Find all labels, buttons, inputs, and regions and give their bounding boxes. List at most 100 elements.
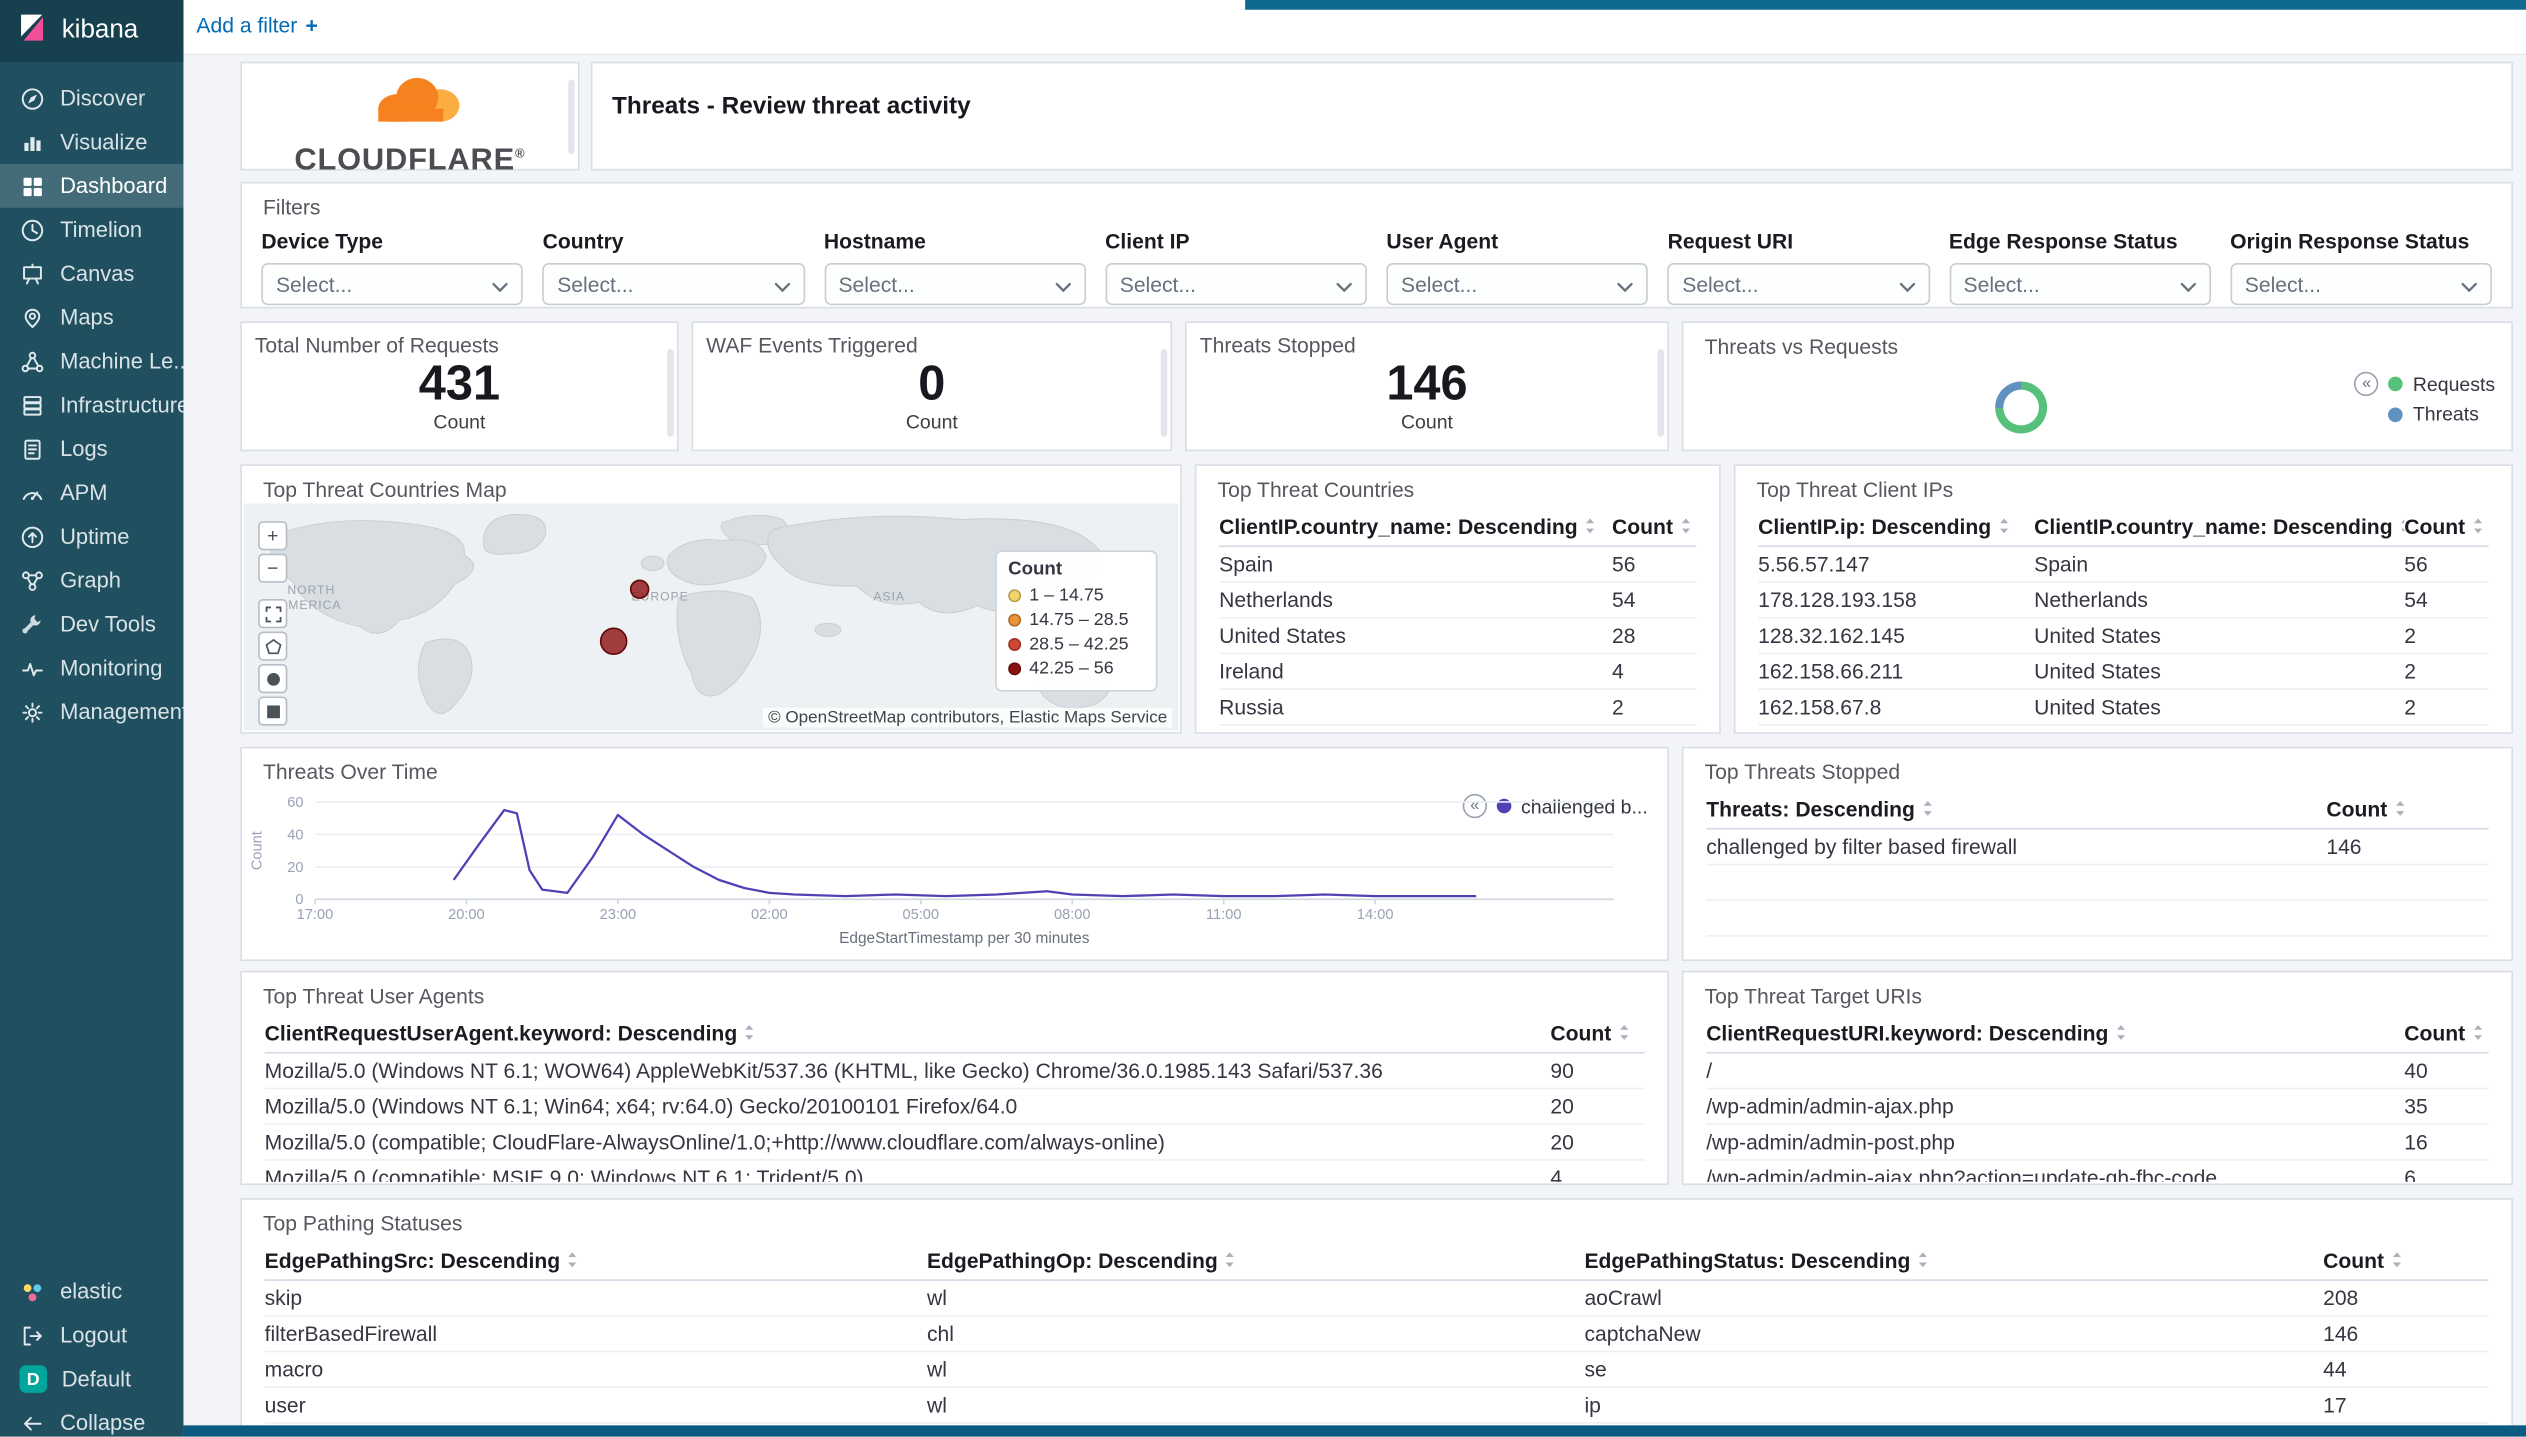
sidebar-item-canvas[interactable]: Canvas (0, 252, 183, 296)
edge-response-status-filter-select[interactable]: Select... (1948, 262, 2211, 306)
column-header[interactable]: Count (2404, 514, 2488, 538)
sidebar-item-infrastructure[interactable]: Infrastructure (0, 383, 183, 427)
panel-scrollbar[interactable] (1160, 349, 1168, 437)
column-header[interactable]: ClientIP.country_name: Descending (2034, 514, 2405, 538)
origin-response-status-filter-select[interactable]: Select... (2230, 262, 2492, 306)
map-legend-label: 1 – 14.75 (1029, 585, 1104, 605)
map-legend-title: Count (1008, 560, 1063, 580)
filter-label: User Agent (1386, 228, 1499, 254)
sidebar-footer-item-collapse[interactable]: Collapse (0, 1401, 183, 1437)
country-filter-select[interactable]: Select... (542, 262, 805, 306)
top-pathing-statuses-panel: Top Pathing Statuses EdgePathingSrc: Des… (240, 1198, 2514, 1437)
panel-scrollbar[interactable] (667, 349, 674, 437)
metric-unit: Count (905, 410, 958, 434)
table-row: United States 28 (1219, 619, 1697, 655)
sidebar-item-uptime[interactable]: Uptime (0, 515, 183, 559)
select-placeholder: Select... (1682, 271, 1759, 297)
sidebar-item-logs[interactable]: Logs (0, 427, 183, 471)
sidebar-item-timelion[interactable]: Timelion (0, 208, 183, 252)
table-row: 162.158.66.211 United States 2 (1758, 654, 2489, 690)
dashboard-title: Threats - Review threat activity (612, 92, 971, 121)
column-header[interactable]: Count (2323, 1248, 2489, 1272)
table-row: 178.128.193.158 Netherlands 54 (1758, 583, 2489, 619)
table-cell: 2 (2404, 623, 2416, 648)
sidebar-footer: elastic Logout D Default Collapse (0, 1269, 183, 1436)
world-map[interactable]: NORTH AMERICA EUROPE ASIA + − (243, 503, 1179, 731)
filter-field-request-uri: Request URI Select... (1667, 226, 1930, 306)
sidebar-item-machine-le[interactable]: Machine Le... (0, 339, 183, 383)
map-legend-label: 14.75 – 28.5 (1029, 609, 1129, 630)
table-cell: 162.158.66.211 (1758, 659, 1904, 684)
table-cell: Mozilla/5.0 (Windows NT 6.1; Win64; x64;… (264, 1094, 1018, 1119)
fit-bounds-button[interactable] (258, 599, 288, 629)
metric-unit: Count (433, 410, 486, 434)
add-filter-button[interactable]: Add a filter + (196, 13, 317, 37)
column-header[interactable]: EdgePathingOp: Descending (927, 1248, 1584, 1272)
sidebar-item-graph[interactable]: Graph (0, 558, 183, 602)
panel-title: Top Threat Client IPs (1756, 477, 1954, 502)
column-header[interactable]: ClientIP.country_name: Descending (1219, 514, 1612, 538)
legend-collapse-button[interactable]: « (1462, 793, 1487, 819)
filter-label: Request URI (1667, 228, 1794, 254)
sidebar-footer-item-logout[interactable]: Logout (0, 1313, 183, 1357)
maps-icon (19, 304, 45, 330)
sidebar-item-management[interactable]: Management (0, 690, 183, 734)
table-row: /wp-admin/admin-ajax.php 35 (1706, 1089, 2489, 1126)
client-ip-filter-select[interactable]: Select... (1105, 262, 1367, 306)
chevron-down-icon (492, 272, 509, 296)
sidebar-item-dashboard[interactable]: Dashboard (0, 163, 184, 208)
sidebar-item-monitoring[interactable]: Monitoring (0, 646, 183, 690)
map-label-america: AMERICA (279, 598, 341, 612)
kibana-logo[interactable]: kibana (0, 0, 184, 62)
device-type-filter-select[interactable]: Select... (261, 262, 524, 306)
sidebar-item-discover[interactable]: Discover (0, 76, 183, 120)
draw-rectangle-button[interactable] (258, 696, 288, 726)
chart-legend: « Requests Threats (2354, 371, 2495, 425)
draw-polygon-button[interactable] (258, 631, 288, 661)
panel-scrollbar[interactable] (1657, 349, 1664, 437)
legend-item[interactable]: Threats (2354, 403, 2495, 425)
column-header[interactable]: ClientIP.ip: Descending (1758, 514, 2034, 538)
column-header[interactable]: ClientRequestURI.keyword: Descending (1706, 1020, 2404, 1045)
column-header[interactable]: Count (2326, 796, 2488, 821)
column-header[interactable]: EdgePathingStatus: Descending (1584, 1248, 2323, 1272)
table-cell: 2 (2404, 694, 2416, 720)
metric-title: Threats Stopped (1199, 332, 1356, 358)
sidebar-item-label: Graph (60, 568, 121, 593)
threats-vs-requests-donut (1995, 381, 2048, 434)
svg-text:20:00: 20:00 (448, 907, 485, 923)
column-header[interactable]: EdgePathingSrc: Descending (265, 1248, 927, 1272)
hostname-filter-select[interactable]: Select... (823, 262, 1086, 306)
table-header-row: ClientIP.ip: Descending ClientIP.country_… (1758, 507, 2489, 548)
table-header-row: ClientRequestURI.keyword: Descending Coun… (1706, 1013, 2489, 1054)
column-header[interactable]: Count (1612, 514, 1696, 538)
column-header[interactable]: Count (2404, 1020, 2488, 1045)
column-header[interactable]: Count (1550, 1020, 1644, 1045)
sidebar-item-label: Default (61, 1366, 132, 1392)
table-empty-row (1706, 865, 2489, 901)
table-cell: user (264, 1392, 306, 1418)
legend-collapse-button[interactable]: « (2354, 371, 2379, 397)
sidebar-item-visualize[interactable]: Visualize (0, 120, 183, 164)
panel-title: Threats vs Requests (1704, 334, 1899, 359)
sidebar-item-maps[interactable]: Maps (0, 295, 183, 339)
draw-circle-button[interactable] (258, 663, 288, 694)
sidebar-item-dev-tools[interactable]: Dev Tools (0, 602, 183, 646)
dashboard-icon (19, 173, 45, 199)
sidebar-item-apm[interactable]: APM (0, 471, 183, 515)
column-header[interactable]: ClientRequestUserAgent.keyword: Descendi… (265, 1020, 1551, 1045)
table-cell: /wp-admin/admin-post.php (1706, 1129, 1955, 1155)
zoom-in-button[interactable]: + (258, 521, 288, 551)
panel-title: Top Threats Stopped (1704, 759, 1901, 785)
panel-scrollbar[interactable] (568, 79, 575, 155)
user-agent-filter-select[interactable]: Select... (1386, 262, 1649, 306)
table-row: Mozilla/5.0 (compatible; CloudFlare-Alwa… (264, 1125, 1645, 1161)
sidebar-footer-item-elastic[interactable]: elastic (0, 1269, 183, 1313)
select-placeholder: Select... (1963, 271, 2040, 297)
sidebar-item-label: Management (60, 699, 184, 725)
column-header[interactable]: Threats: Descending (1706, 796, 2326, 821)
legend-item[interactable]: « Requests (2354, 371, 2495, 397)
sidebar-footer-item-default[interactable]: D Default (0, 1357, 183, 1401)
zoom-out-button[interactable]: − (258, 553, 288, 583)
request-uri-filter-select[interactable]: Select... (1667, 262, 1930, 306)
